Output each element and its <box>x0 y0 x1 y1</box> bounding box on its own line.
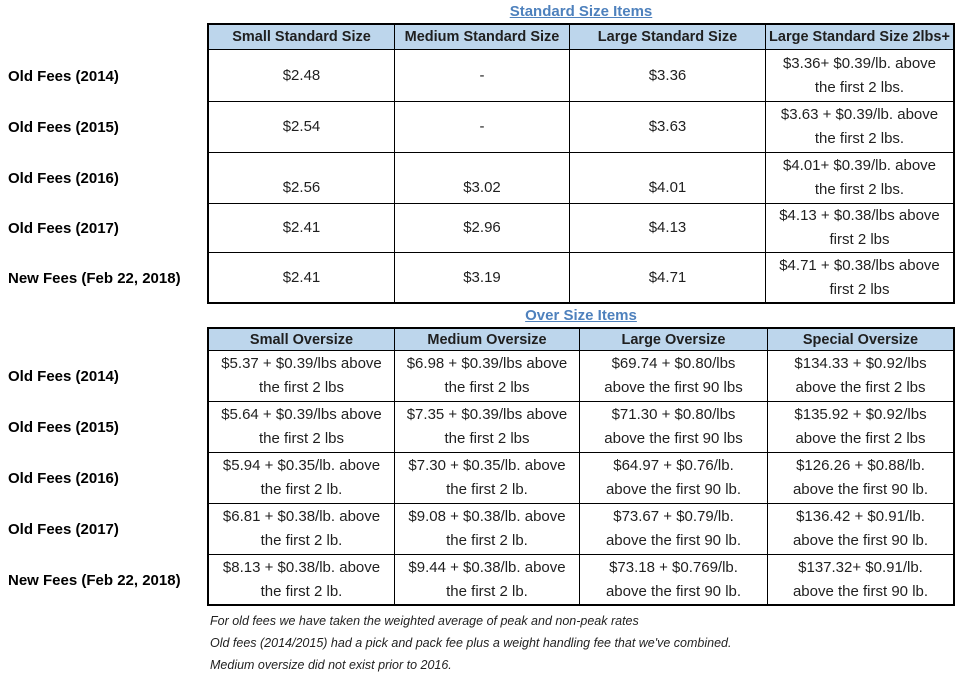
standard-size-table: Small Standard Size Medium Standard Size… <box>0 23 961 304</box>
table-cell: $64.97 + $0.76/lb. above the first 90 lb… <box>580 453 768 504</box>
table-cell: - <box>395 50 570 102</box>
column-header-small-standard: Small Standard Size <box>207 23 395 50</box>
table-cell: $9.08 + $0.38/lb. above the first 2 lb. <box>395 504 580 555</box>
footnotes: For old fees we have taken the weighted … <box>210 610 961 676</box>
row-label-new-fees-2018: New Fees (Feb 22, 2018) <box>8 572 181 589</box>
table-cell: $4.13 <box>570 204 766 253</box>
row-label-old-fees-2016: Old Fees (2016) <box>8 170 119 187</box>
table-cell: $3.63 <box>570 102 766 153</box>
footnote: Medium oversize did not exist prior to 2… <box>210 658 452 672</box>
row-label-old-fees-2015: Old Fees (2015) <box>8 119 119 136</box>
column-header-medium-standard: Medium Standard Size <box>395 23 570 50</box>
oversize-title: Over Size Items <box>525 307 637 324</box>
table-cell: $73.18 + $0.769/lb. above the first 90 l… <box>580 555 768 606</box>
table-cell: $137.32+ $0.91/lb. above the first 90 lb… <box>768 555 955 606</box>
table-cell: $136.42 + $0.91/lb. above the first 90 l… <box>768 504 955 555</box>
row-label-old-fees-2017: Old Fees (2017) <box>8 220 119 237</box>
row-label-new-fees-2018: New Fees (Feb 22, 2018) <box>8 270 181 287</box>
standard-size-title: Standard Size Items <box>509 3 653 20</box>
footnote: For old fees we have taken the weighted … <box>210 614 639 628</box>
table-cell: $4.01+ $0.39/lb. above the first 2 lbs. <box>766 153 955 204</box>
table-cell: $7.30 + $0.35/lb. above the first 2 lb. <box>395 453 580 504</box>
table-cell: $6.98 + $0.39/lbs above the first 2 lbs <box>395 351 580 402</box>
header-spacer <box>0 23 207 50</box>
table-cell: $2.96 <box>395 204 570 253</box>
table-cell: $5.37 + $0.39/lbs above the first 2 lbs <box>207 351 395 402</box>
footnote: Old fees (2014/2015) had a pick and pack… <box>210 636 732 650</box>
table-cell: $4.13 + $0.38/lbs above first 2 lbs <box>766 204 955 253</box>
table-cell: $3.02 <box>395 153 570 204</box>
table-cell: $5.64 + $0.39/lbs above the first 2 lbs <box>207 402 395 453</box>
table-cell: $126.26 + $0.88/lb. above the first 90 l… <box>768 453 955 504</box>
header-spacer <box>0 327 207 351</box>
row-label-old-fees-2017: Old Fees (2017) <box>8 521 119 538</box>
table-cell: $134.33 + $0.92/lbs above the first 2 lb… <box>768 351 955 402</box>
table-cell: $2.54 <box>207 102 395 153</box>
table-cell: $135.92 + $0.92/lbs above the first 2 lb… <box>768 402 955 453</box>
table-cell: $3.36 <box>570 50 766 102</box>
table-cell: $4.71 <box>570 253 766 304</box>
column-header-medium-oversize: Medium Oversize <box>395 327 580 351</box>
row-label-old-fees-2016: Old Fees (2016) <box>8 470 119 487</box>
table-cell: $71.30 + $0.80/lbs above the first 90 lb… <box>580 402 768 453</box>
row-label-old-fees-2014: Old Fees (2014) <box>8 368 119 385</box>
table-cell: - <box>395 102 570 153</box>
table-cell: $4.71 + $0.38/lbs above first 2 lbs <box>766 253 955 304</box>
oversize-table: Small Oversize Medium Oversize Large Ove… <box>0 327 961 606</box>
table-cell: $69.74 + $0.80/lbs above the first 90 lb… <box>580 351 768 402</box>
table-cell: $2.41 <box>207 253 395 304</box>
table-cell: $3.36+ $0.39/lb. above the first 2 lbs. <box>766 50 955 102</box>
table-cell: $9.44 + $0.38/lb. above the first 2 lb. <box>395 555 580 606</box>
table-cell: $2.48 <box>207 50 395 102</box>
table-cell: $2.56 <box>207 153 395 204</box>
table-cell: $7.35 + $0.39/lbs above the first 2 lbs <box>395 402 580 453</box>
column-header-small-oversize: Small Oversize <box>207 327 395 351</box>
row-label-old-fees-2014: Old Fees (2014) <box>8 67 119 85</box>
table-cell: $5.94 + $0.35/lb. above the first 2 lb. <box>207 453 395 504</box>
table-cell: $3.63 + $0.39/lb. above the first 2 lbs. <box>766 102 955 153</box>
column-header-large-standard-2lbs: Large Standard Size 2lbs+ <box>766 23 955 50</box>
table-cell: $8.13 + $0.38/lb. above the first 2 lb. <box>207 555 395 606</box>
column-header-large-standard: Large Standard Size <box>570 23 766 50</box>
row-label-old-fees-2015: Old Fees (2015) <box>8 419 119 436</box>
column-header-special-oversize: Special Oversize <box>768 327 955 351</box>
table-cell: $2.41 <box>207 204 395 253</box>
table-cell: $73.67 + $0.79/lb. above the first 90 lb… <box>580 504 768 555</box>
table-cell: $4.01 <box>570 153 766 204</box>
table-cell: $3.19 <box>395 253 570 304</box>
column-header-large-oversize: Large Oversize <box>580 327 768 351</box>
table-cell: $6.81 + $0.38/lb. above the first 2 lb. <box>207 504 395 555</box>
